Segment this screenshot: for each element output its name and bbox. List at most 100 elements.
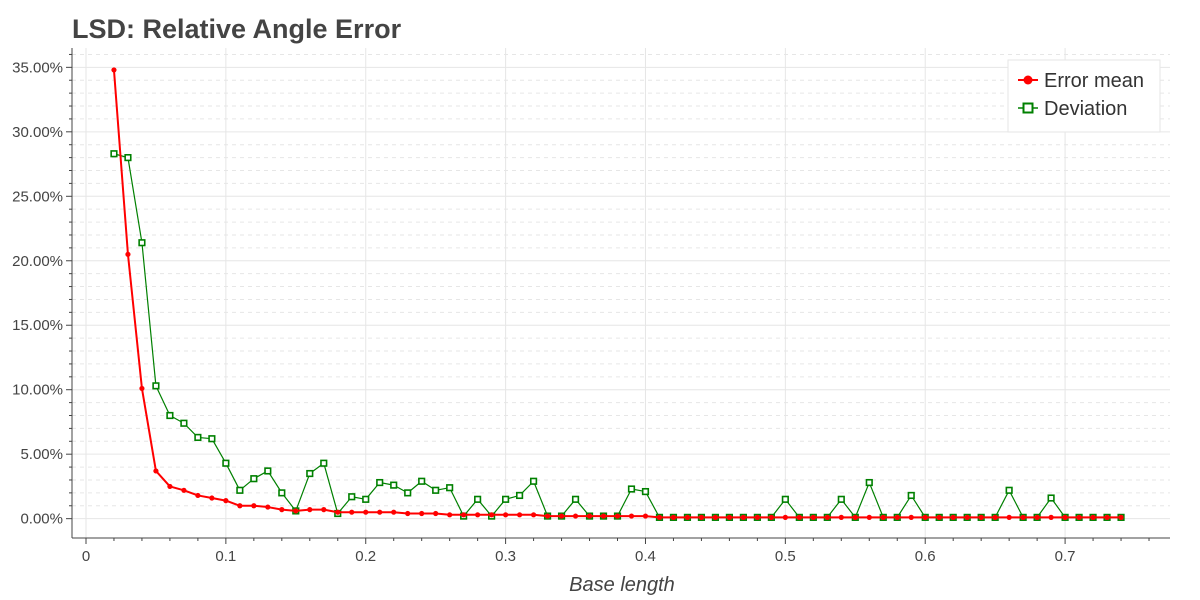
data-point-error-mean: [852, 514, 858, 520]
data-point-error-mean: [628, 513, 635, 519]
data-point-deviation: [180, 419, 188, 427]
data-point-error-mean: [544, 513, 551, 519]
data-point-error-mean: [656, 514, 663, 520]
data-point-deviation: [418, 477, 426, 485]
data-point-error-mean: [586, 513, 593, 519]
data-point-error-mean: [265, 504, 271, 510]
data-point-deviation: [306, 469, 314, 478]
data-point-error-mean: [475, 512, 481, 518]
data-point-error-mean: [530, 512, 537, 518]
data-point-error-mean: [642, 513, 649, 519]
x-tick-label: 0.3: [495, 548, 516, 565]
data-point-error-mean: [209, 495, 215, 501]
data-point-deviation: [152, 382, 160, 390]
data-point-error-mean: [866, 514, 872, 520]
data-point-deviation: [474, 495, 482, 503]
y-tick-label: 25.00%: [12, 188, 63, 205]
data-point-error-mean: [600, 513, 607, 519]
data-point-error-mean: [167, 483, 173, 490]
x-tick-label: 0.6: [915, 548, 936, 565]
grid: [72, 48, 1170, 538]
data-point-deviation: [208, 435, 216, 443]
data-point-error-mean: [237, 503, 243, 509]
data-point-error-mean: [712, 514, 719, 520]
legend-label-error-mean: Error mean: [1044, 70, 1144, 92]
legend-item-error-mean: Error mean: [1018, 70, 1144, 92]
data-point-error-mean: [307, 507, 313, 513]
y-tick-label: 10.00%: [12, 382, 63, 399]
data-point-error-mean: [698, 514, 705, 520]
data-point-deviation: [250, 475, 258, 483]
data-point-error-mean: [950, 514, 956, 520]
y-tick-label: 15.00%: [12, 317, 63, 334]
data-point-deviation: [390, 481, 398, 489]
data-point-deviation: [515, 491, 524, 500]
data-point-error-mean: [1062, 514, 1068, 520]
data-point-error-mean: [796, 514, 802, 520]
data-point-error-mean: [726, 514, 733, 520]
data-point-error-mean: [335, 509, 341, 515]
data-point-error-mean: [782, 514, 788, 520]
data-point-error-mean: [223, 498, 229, 504]
data-point-error-mean: [139, 385, 145, 392]
data-point-error-mean: [181, 487, 187, 493]
x-tick-label: 0.7: [1055, 548, 1076, 565]
data-point-deviation: [1005, 486, 1013, 494]
data-point-error-mean: [978, 514, 984, 520]
data-point-error-mean: [684, 514, 691, 520]
legend: Error mean Deviation: [1007, 59, 1161, 133]
y-tick-label: 0.00%: [20, 511, 63, 528]
data-point-error-mean: [419, 510, 425, 517]
data-point-error-mean: [195, 492, 201, 499]
data-point-error-mean: [516, 512, 523, 518]
y-tick-label: 5.00%: [20, 446, 63, 463]
data-point-error-mean: [838, 514, 844, 520]
data-point-deviation: [166, 411, 174, 420]
data-point-error-mean: [1020, 514, 1026, 520]
data-point-deviation: [781, 495, 789, 503]
data-point-error-mean: [321, 507, 327, 513]
data-point-error-mean: [824, 514, 830, 520]
x-tick-label: 0.4: [635, 548, 656, 565]
series-deviation: [110, 150, 1125, 521]
y-tick-label: 30.00%: [12, 124, 63, 141]
data-point-error-mean: [894, 514, 900, 520]
data-point-error-mean: [1118, 514, 1124, 520]
data-point-error-mean: [768, 514, 774, 520]
data-point-error-mean: [503, 512, 509, 518]
data-point-deviation: [446, 484, 454, 492]
data-point-deviation: [571, 495, 580, 503]
data-point-error-mean: [1104, 514, 1110, 520]
ticks: 0.00% 5.00% 10.00% 15.00% 20.00% 25.00% 30.00%…: [12, 53, 1150, 565]
series-line-deviation: [113, 153, 1122, 518]
data-point-error-mean: [125, 251, 131, 257]
data-point-error-mean: [461, 512, 467, 518]
data-point-deviation: [194, 433, 202, 442]
data-point-error-mean: [908, 514, 914, 520]
data-point-deviation: [865, 478, 873, 487]
x-tick-label: 0.2: [355, 548, 376, 565]
data-point-error-mean: [433, 510, 439, 517]
data-point-error-mean: [558, 513, 565, 519]
data-point-error-mean: [614, 513, 621, 519]
data-point-error-mean: [293, 508, 299, 514]
data-point-deviation: [529, 477, 538, 485]
data-point-deviation: [404, 489, 412, 497]
data-point-deviation: [110, 150, 118, 158]
legend-item-deviation: Deviation: [1018, 98, 1127, 120]
data-point-deviation: [837, 495, 845, 503]
legend-marker-error-mean: [1023, 75, 1033, 85]
series-line-error-mean: [112, 69, 1122, 519]
data-point-error-mean: [992, 514, 998, 520]
data-point-error-mean: [447, 512, 453, 518]
x-tick-label: 0.1: [215, 548, 236, 565]
y-tick-label: 20.00%: [12, 253, 63, 270]
data-point-error-mean: [936, 514, 942, 520]
data-point-error-mean: [1034, 514, 1040, 520]
data-point-error-mean: [405, 510, 411, 517]
data-point-deviation: [320, 459, 328, 467]
data-point-deviation: [348, 493, 356, 501]
data-point-error-mean: [251, 503, 257, 509]
data-point-deviation: [264, 467, 272, 475]
